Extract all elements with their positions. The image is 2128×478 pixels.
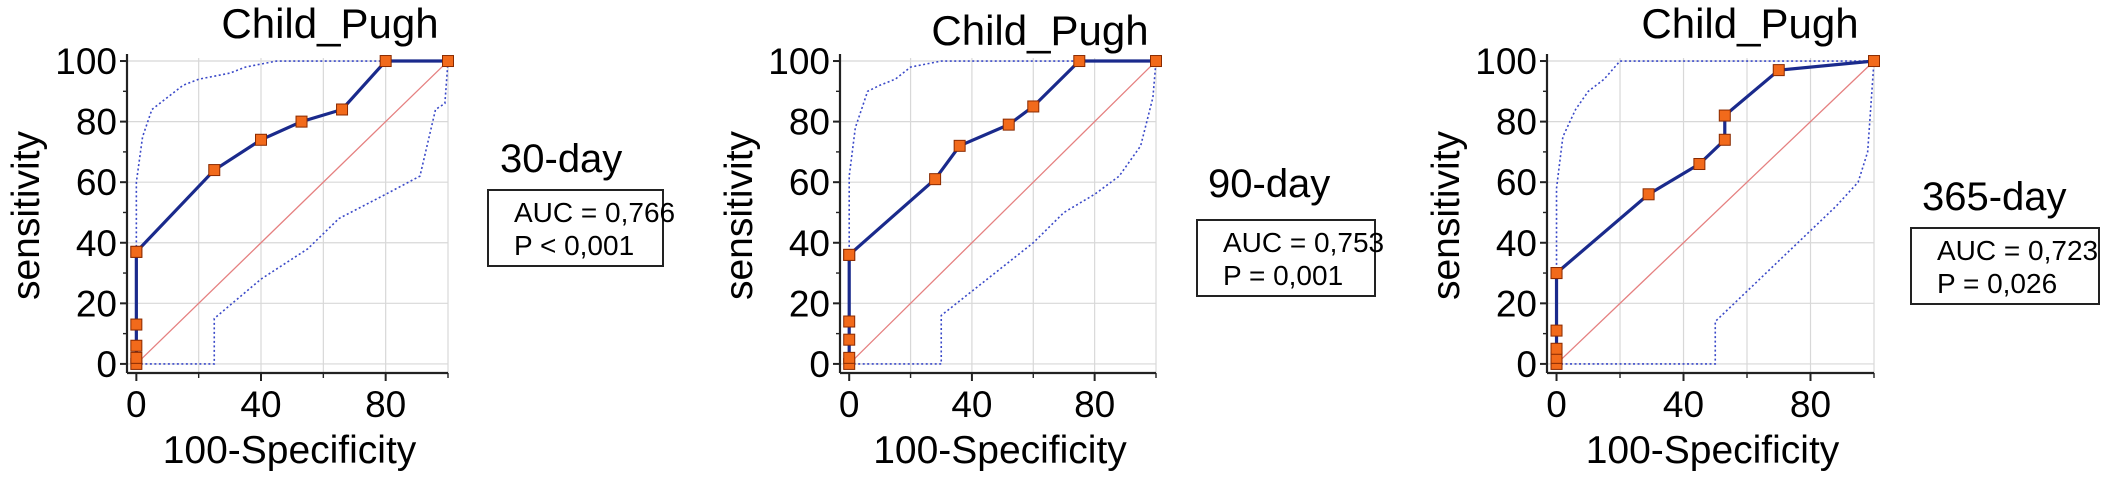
roc-point: [1868, 55, 1880, 68]
y-tick-label: 60: [789, 162, 830, 203]
x-tick-label: 0: [1546, 384, 1567, 425]
roc-point: [130, 318, 143, 331]
x-axis-title: 100-Specificity: [1586, 429, 1840, 472]
p-value: P = 0,026: [1937, 268, 2057, 299]
y-tick-label: 80: [789, 102, 830, 143]
auc-value: AUC = 0,766: [514, 197, 675, 228]
roc-point: [130, 245, 143, 258]
x-tick-label: 40: [1663, 384, 1704, 425]
chart-title: Child_Pugh: [931, 7, 1148, 54]
roc-point: [1772, 64, 1785, 77]
roc-point: [1073, 55, 1086, 68]
roc-point: [929, 173, 942, 186]
roc-point: [1550, 267, 1563, 280]
y-tick-label: 60: [76, 162, 117, 203]
roc-point: [953, 139, 966, 152]
roc-point: [1642, 188, 1655, 201]
y-tick-label: 20: [789, 283, 830, 324]
y-tick-label: 20: [76, 283, 117, 324]
roc-point: [255, 133, 268, 146]
stats-box: [1910, 227, 2100, 305]
roc-point: [1150, 55, 1162, 68]
ci-upper-line: [1555, 60, 1874, 364]
roc-point: [336, 103, 349, 116]
x-tick-label: 40: [951, 384, 992, 425]
ci-lower-line: [1556, 60, 1875, 365]
y-tick-label: 40: [1496, 223, 1537, 264]
roc-point: [843, 248, 856, 261]
x-tick-label: 40: [240, 384, 281, 425]
stats-box: [487, 189, 664, 267]
period-label: 90-day: [1208, 162, 1330, 206]
y-tick-label: 100: [1475, 41, 1537, 82]
roc-point: [208, 164, 221, 177]
y-tick-label: 40: [789, 223, 830, 264]
roc-point: [1718, 109, 1731, 122]
y-tick-label: 80: [76, 102, 117, 143]
chart-title: Child_Pugh: [1641, 0, 1858, 47]
y-tick-label: 40: [76, 223, 117, 264]
y-axis-title: sensitivity: [5, 130, 48, 300]
y-tick-label: 60: [1496, 162, 1537, 203]
y-tick-label: 100: [768, 41, 830, 82]
roc-point: [1027, 100, 1040, 113]
roc-point: [1550, 342, 1563, 355]
roc-point: [1693, 158, 1706, 171]
roc-point: [1550, 324, 1563, 337]
x-tick-label: 80: [1074, 384, 1115, 425]
auc-value: AUC = 0,723: [1937, 235, 2098, 266]
chart-title: Child_Pugh: [221, 0, 438, 47]
y-tick-label: 80: [1496, 102, 1537, 143]
y-tick-label: 100: [55, 41, 117, 82]
x-tick-label: 0: [126, 384, 147, 425]
roc-point: [130, 351, 143, 364]
y-tick-label: 0: [96, 344, 117, 385]
y-axis-title: sensitivity: [1425, 130, 1468, 300]
x-tick-label: 80: [365, 384, 406, 425]
roc-point: [379, 55, 392, 68]
x-axis-title: 100-Specificity: [873, 429, 1127, 472]
roc-point: [1718, 133, 1731, 146]
ci-lower-line: [849, 60, 1157, 365]
roc-point: [1002, 118, 1015, 131]
roc-point: [843, 333, 856, 346]
period-label: 30-day: [500, 137, 622, 181]
p-value: P = 0,001: [1223, 260, 1343, 291]
y-axis-title: sensitivity: [718, 130, 761, 300]
roc-point: [442, 55, 454, 68]
ci-lower-line: [136, 60, 449, 365]
p-value: P < 0,001: [514, 230, 634, 261]
x-axis-title: 100-Specificity: [163, 429, 417, 472]
y-tick-label: 20: [1496, 283, 1537, 324]
reference-diagonal: [848, 60, 1157, 365]
roc-point: [295, 115, 308, 128]
y-tick-label: 0: [1516, 344, 1537, 385]
x-tick-label: 0: [839, 384, 860, 425]
auc-value: AUC = 0,753: [1223, 227, 1384, 258]
x-tick-label: 80: [1790, 384, 1831, 425]
roc-point: [843, 315, 856, 328]
reference-diagonal: [1556, 60, 1875, 365]
reference-diagonal: [135, 60, 449, 365]
roc-point: [130, 339, 143, 352]
roc-point: [843, 351, 856, 364]
period-label: 365-day: [1922, 175, 2067, 219]
y-tick-label: 0: [809, 344, 830, 385]
stats-box: [1196, 219, 1376, 297]
